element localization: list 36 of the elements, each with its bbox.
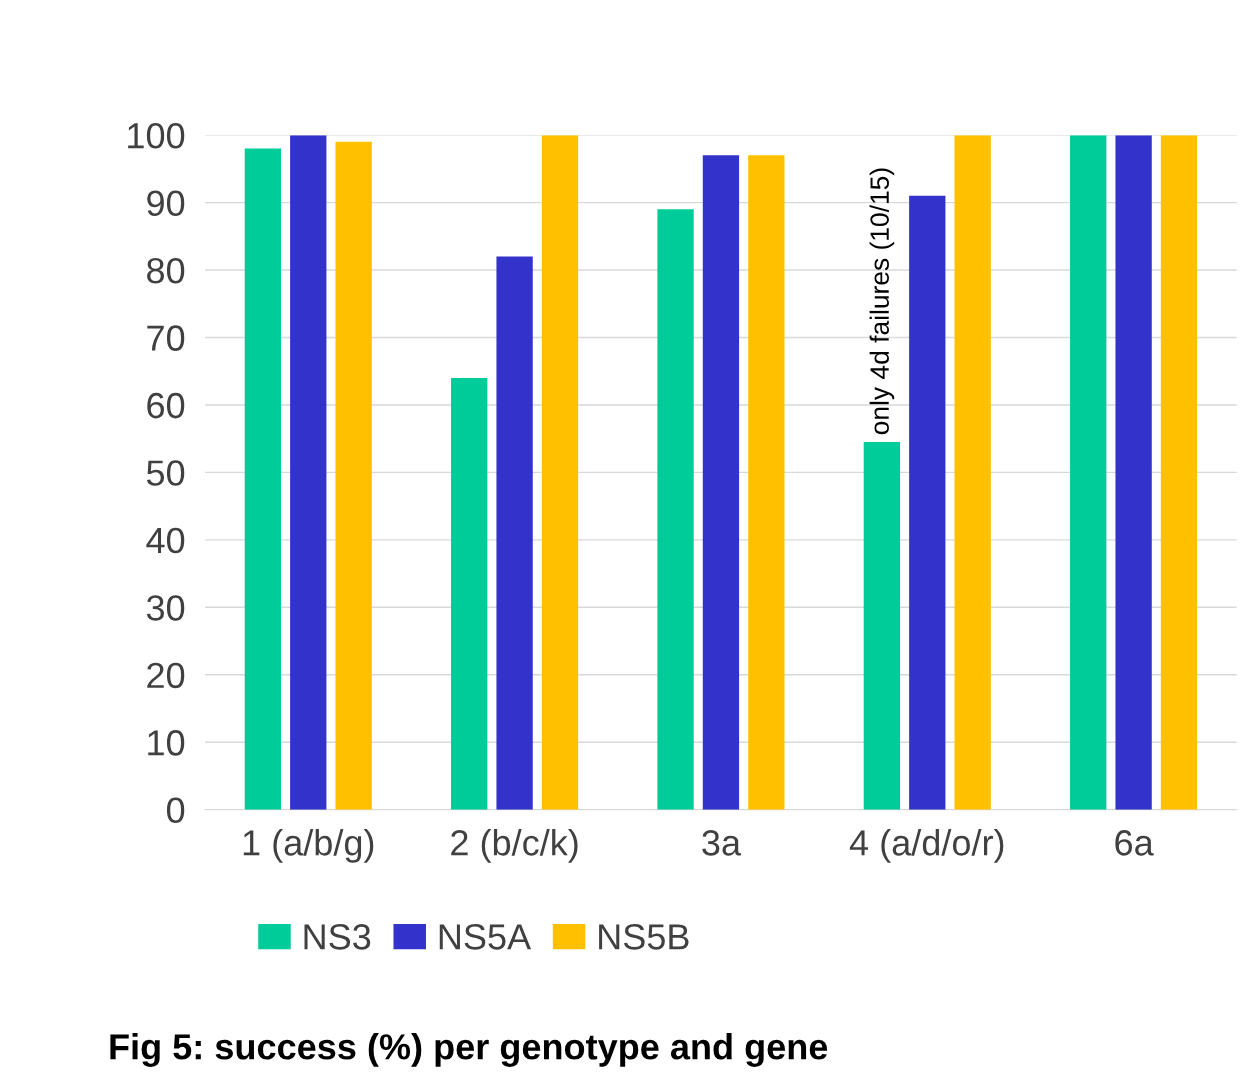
legend-label: NS5B <box>599 924 689 950</box>
x-tick-label: 2 (b/c/k) <box>451 829 578 863</box>
y-tick-label: 20 <box>147 662 185 689</box>
y-tick-label: 90 <box>147 190 185 217</box>
bar <box>1160 135 1198 810</box>
x-tick-label: 3a <box>702 830 742 856</box>
y-tick-label: 100 <box>128 122 185 149</box>
bar <box>496 256 533 810</box>
legend-label: NS3 <box>304 924 371 950</box>
bar <box>863 442 901 810</box>
bar <box>657 209 694 810</box>
y-tick-label: 70 <box>147 325 185 351</box>
bar <box>244 148 282 810</box>
bar <box>335 141 372 810</box>
text: Fig 5: success (%) per genotype and gene <box>110 1033 828 1067</box>
bar <box>290 135 327 810</box>
bar <box>748 155 785 810</box>
y-tick-label: 0 <box>166 797 185 824</box>
y-tick-label: 60 <box>147 392 185 419</box>
bar <box>541 135 579 810</box>
bar <box>1115 135 1152 810</box>
x-tick-label: 6a <box>1115 830 1154 856</box>
bar <box>909 195 946 810</box>
annotation: only 4d failures (10/15) <box>869 168 895 435</box>
bar <box>1070 135 1107 810</box>
y-tick-label: 30 <box>146 595 185 621</box>
legend-label: NS5A <box>439 924 532 950</box>
x-tick-label: 4 (a/d/o/r) <box>849 829 1004 863</box>
y-tick-label: 80 <box>147 257 185 284</box>
bar <box>702 155 740 810</box>
bar <box>451 377 488 810</box>
x-tick-label: 1 (a/b/g) <box>243 829 374 863</box>
y-tick-label: 50 <box>146 460 185 486</box>
y-tick-label: 10 <box>148 730 185 756</box>
y-tick-label: 40 <box>146 527 185 554</box>
bar <box>954 135 991 810</box>
